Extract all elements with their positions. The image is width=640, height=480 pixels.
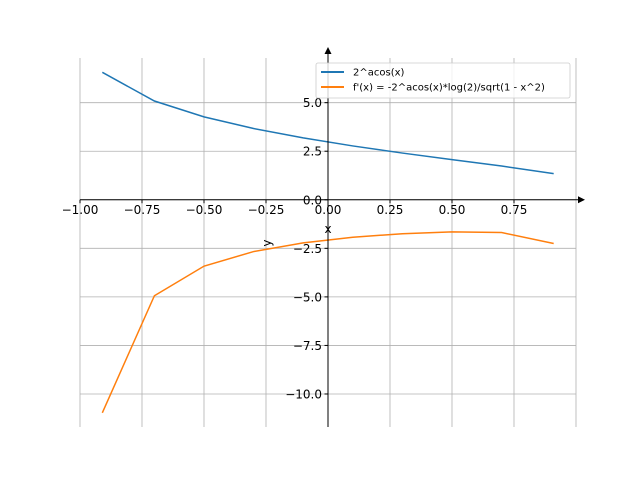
y-tick-label: 2.5: [303, 145, 322, 159]
x-axis-label: x: [324, 222, 331, 236]
y-tick-label: −5.0: [293, 290, 322, 304]
y-axis-label: y: [260, 239, 274, 246]
x-tick-label: −0.25: [248, 203, 285, 217]
tick-labels: −1.00 −0.75 −0.50 −0.25 0.00 0.25 0.50 0.75 5.0 2…: [62, 96, 528, 401]
x-tick-label: 0.50: [439, 203, 466, 217]
legend: 2^acos(x) f'(x) = -2^acos(x)*log(2)/sqrt(…: [315, 62, 571, 99]
y-tick-label: −10.0: [285, 387, 322, 401]
x-tick-label: 0.75: [501, 203, 528, 217]
legend-entry: 2^acos(x): [353, 68, 405, 79]
legend-box: [315, 62, 571, 99]
y-tick-label: 0.0: [303, 193, 322, 207]
y-tick-label: 5.0: [303, 96, 322, 110]
y-tick-label: −7.5: [293, 339, 322, 353]
y-axis-arrow-icon: [324, 47, 332, 54]
x-tick-label: −0.75: [124, 203, 161, 217]
y-tick-label: −2.5: [293, 242, 322, 256]
x-axis-arrow-icon: [578, 196, 585, 204]
x-tick-label: −1.00: [62, 203, 99, 217]
x-tick-label: 0.25: [377, 203, 404, 217]
x-tick-label: −0.50: [186, 203, 223, 217]
x-tick-label: 0.00: [315, 203, 342, 217]
legend-entry: f'(x) = -2^acos(x)*log(2)/sqrt(1 - x^2): [353, 83, 545, 94]
axes: [79, 47, 585, 427]
